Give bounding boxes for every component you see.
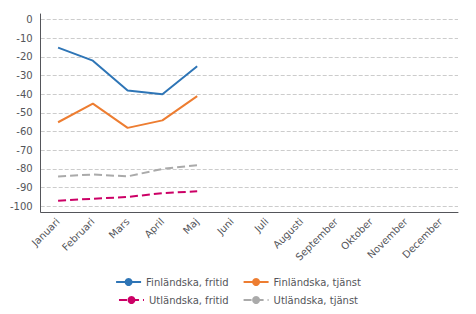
svg-text:November: November <box>365 216 410 261</box>
svg-text:September: September <box>293 215 340 262</box>
svg-text:Januari: Januari <box>29 216 62 249</box>
svg-text:-50: -50 <box>16 107 32 118</box>
svg-text:-70: -70 <box>16 145 32 156</box>
svg-text:Juni: Juni <box>214 216 235 237</box>
svg-text:Juli: Juli <box>252 216 271 235</box>
svg-text:Finländska, tjänst: Finländska, tjänst <box>274 277 361 288</box>
svg-text:-100: -100 <box>10 201 33 212</box>
svg-text:-20: -20 <box>16 51 32 62</box>
svg-text:Utländska, tjänst: Utländska, tjänst <box>274 295 359 306</box>
svg-text:Oktober: Oktober <box>338 216 375 253</box>
svg-text:Februari: Februari <box>60 216 97 253</box>
svg-text:April: April <box>142 216 166 240</box>
svg-text:-60: -60 <box>16 126 32 137</box>
svg-text:Augusti: Augusti <box>271 216 305 250</box>
svg-text:0: 0 <box>26 14 32 25</box>
svg-text:-90: -90 <box>16 182 32 193</box>
svg-text:Finländska, fritid: Finländska, fritid <box>146 277 229 288</box>
svg-text:Mars: Mars <box>107 216 132 241</box>
svg-text:December: December <box>400 215 445 260</box>
svg-text:Utländska, fritid: Utländska, fritid <box>149 295 229 306</box>
svg-text:-30: -30 <box>16 70 32 81</box>
svg-text:Maj: Maj <box>181 216 201 236</box>
svg-text:-40: -40 <box>16 89 32 100</box>
svg-text:-80: -80 <box>16 163 32 174</box>
svg-text:-10: -10 <box>16 33 32 44</box>
